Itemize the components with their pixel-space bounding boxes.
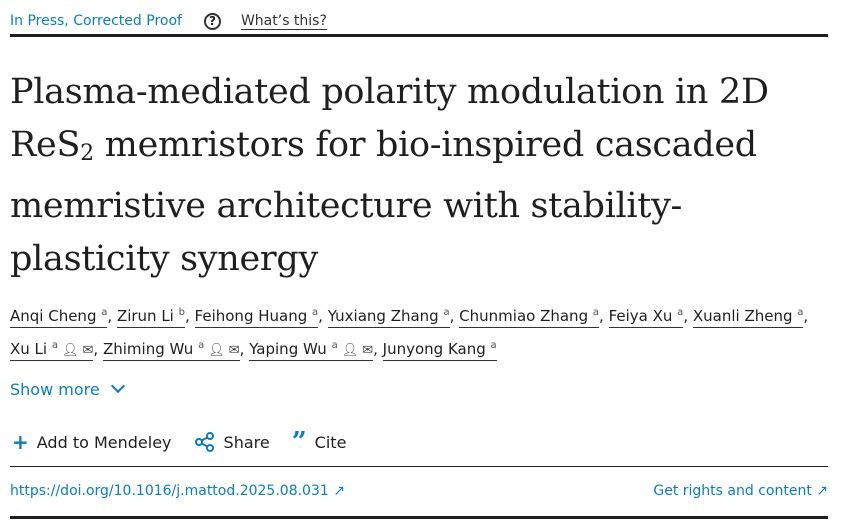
external-link-icon: ↗ — [333, 483, 345, 499]
affiliation-marker: a — [490, 340, 497, 351]
email-icon: ✉ — [82, 343, 94, 358]
show-more-label: Show more — [10, 380, 100, 399]
article-actions: + Add to Mendeley Share ” Cite — [12, 427, 347, 457]
affiliation-marker: a — [677, 307, 684, 318]
author-name: Yuxiang Zhang — [327, 307, 439, 325]
share-button[interactable]: Share — [223, 432, 270, 452]
affiliation-marker: b — [178, 307, 185, 318]
affiliation-marker: a — [51, 340, 58, 351]
article-title: Plasma-mediated polarity modulation in 2… — [10, 66, 830, 285]
add-to-mendeley-button[interactable]: Add to Mendeley — [36, 432, 172, 452]
whats-this-link[interactable]: What’s this? — [240, 12, 327, 30]
title-subscript: 2 — [80, 140, 94, 166]
author-link[interactable]: Junyong Kang a — [382, 340, 497, 361]
author-link[interactable]: Xuanli Zheng a — [692, 307, 804, 328]
author-link[interactable]: Xu Li a 👤︎ ✉ — [10, 340, 94, 361]
author-name: Zhiming Wu — [102, 340, 194, 358]
author-name: Anqi Cheng — [10, 307, 97, 325]
author-name: Chunmiao Zhang — [459, 307, 589, 325]
quote-icon: ” — [291, 427, 307, 457]
article-status-bar: In Press, Corrected Proof ? What’s this? — [10, 8, 828, 37]
show-more-button[interactable]: Show more — [10, 378, 125, 399]
person-icon: 👤︎ — [62, 343, 79, 358]
rights-text: Get rights and content — [653, 483, 812, 499]
doi-text: https://doi.org/10.1016/j.mattod.2025.08… — [10, 483, 329, 499]
author-link[interactable]: Yuxiang Zhang a — [327, 307, 450, 328]
author-list: Anqi Cheng a, Zirun Li b, Feihong Huang … — [10, 298, 810, 366]
author-link[interactable]: Zhiming Wu a 👤︎ ✉ — [102, 340, 240, 361]
author-name: Xuanli Zheng — [692, 307, 793, 325]
article-status[interactable]: In Press, Corrected Proof — [10, 13, 182, 29]
title-part1: Plasma-mediated polarity modulation in 2… — [10, 72, 769, 165]
chevron-down-icon — [110, 378, 125, 394]
person-icon: 👤︎ — [208, 343, 225, 358]
email-icon: ✉ — [362, 343, 374, 358]
cite-button[interactable]: Cite — [314, 432, 347, 452]
person-icon: 👤︎ — [341, 343, 359, 358]
affiliation-marker: a — [198, 340, 205, 351]
author-link[interactable]: Feihong Huang a — [194, 307, 319, 328]
affiliation-marker: a — [312, 307, 319, 318]
author-link[interactable]: Chunmiao Zhang a — [459, 307, 600, 328]
author-link[interactable]: Anqi Cheng a — [10, 307, 108, 328]
affiliation-marker: a — [592, 307, 600, 318]
divider — [10, 516, 828, 519]
doi-link[interactable]: https://doi.org/10.1016/j.mattod.2025.08… — [10, 483, 345, 499]
author-link[interactable]: Zirun Li b — [116, 307, 185, 328]
title-part2: memristors for bio-inspired cascaded mem… — [10, 124, 757, 279]
email-icon: ✉ — [228, 343, 240, 358]
author-name: Feiya Xu — [608, 307, 673, 325]
affiliation-marker: a — [797, 307, 804, 318]
external-link-icon: ↗ — [816, 483, 828, 499]
affiliation-marker: a — [443, 307, 450, 318]
share-icon — [194, 432, 214, 452]
author-name: Yaping Wu — [249, 340, 327, 358]
author-name: Junyong Kang — [382, 340, 486, 358]
question-circle-icon[interactable]: ? — [203, 12, 221, 30]
get-rights-link[interactable]: Get rights and content ↗ — [653, 483, 828, 499]
affiliation-marker: a — [331, 340, 338, 351]
author-link[interactable]: Yaping Wu a 👤︎ ✉ — [249, 340, 374, 361]
author-name: Zirun Li — [116, 307, 174, 325]
author-name: Feihong Huang — [194, 307, 308, 325]
plus-icon: + — [12, 430, 29, 454]
author-name: Xu Li — [10, 340, 48, 358]
divider — [10, 466, 828, 467]
affiliation-marker: a — [101, 307, 108, 318]
author-link[interactable]: Feiya Xu a — [608, 307, 684, 328]
